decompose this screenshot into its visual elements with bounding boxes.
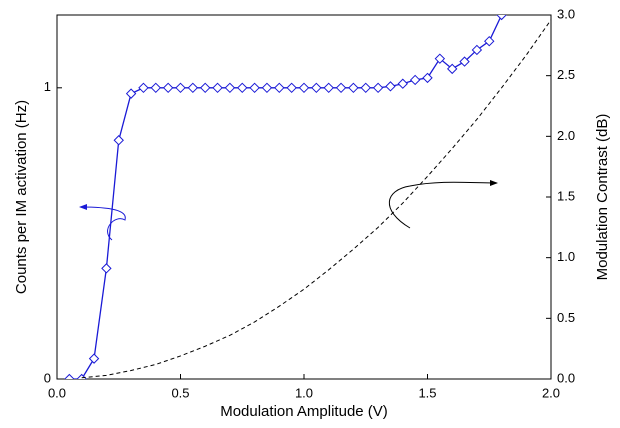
- data-marker: [434, 53, 446, 64]
- data-marker: [274, 82, 285, 94]
- data-marker: [496, 15, 507, 21]
- data-marker: [76, 373, 87, 379]
- left-axis-arrow: [79, 204, 126, 241]
- y-tick-label: 1: [44, 79, 51, 94]
- data-marker: [484, 36, 495, 47]
- data-marker: [224, 82, 236, 94]
- series-line: [69, 15, 503, 379]
- data-marker: [237, 82, 248, 94]
- data-marker: [298, 82, 310, 94]
- data-marker: [323, 82, 334, 94]
- right-axis-arrow: [388, 179, 498, 229]
- series-line: [81, 19, 551, 379]
- data-marker: [88, 353, 100, 364]
- y2-tick-label: 2.0: [557, 128, 575, 143]
- y2-tick-label: 3.0: [557, 6, 575, 21]
- data-marker: [385, 81, 396, 92]
- data-marker: [459, 56, 470, 67]
- data-marker: [286, 82, 297, 94]
- y2-tick-label: 0.5: [557, 310, 575, 325]
- data-marker: [175, 82, 186, 94]
- data-marker: [125, 88, 137, 99]
- data-marker: [261, 82, 273, 94]
- y2-tick-label: 1.0: [557, 249, 575, 264]
- x-tick-label: 1.5: [418, 385, 436, 400]
- x-tick-label: 0.5: [171, 385, 189, 400]
- y-tick-label: 0: [44, 370, 51, 385]
- data-marker: [335, 82, 347, 94]
- y2-axis-title: Modulation Contrast (dB): [594, 114, 611, 281]
- data-marker: [162, 82, 174, 94]
- x-tick-label: 1.0: [295, 385, 313, 400]
- data-marker: [409, 74, 421, 86]
- data-marker: [150, 82, 162, 94]
- data-marker: [199, 82, 211, 94]
- data-marker: [187, 82, 199, 94]
- data-marker: [249, 82, 260, 94]
- data-marker: [446, 63, 458, 75]
- data-marker: [64, 373, 75, 379]
- y2-tick-label: 2.5: [557, 67, 575, 82]
- data-marker: [138, 82, 149, 94]
- data-marker: [397, 78, 409, 89]
- y-axis-title: Counts per IM activation (Hz): [13, 100, 30, 294]
- x-axis-title: Modulation Amplitude (V): [220, 403, 388, 420]
- y2-tick-label: 1.5: [557, 188, 575, 203]
- data-marker: [311, 82, 322, 94]
- data-marker: [422, 72, 433, 84]
- data-marker: [348, 82, 359, 94]
- y2-tick-label: 0.0: [557, 370, 575, 385]
- data-marker: [471, 44, 483, 56]
- data-marker: [372, 82, 384, 94]
- data-marker: [113, 135, 124, 146]
- x-tick-label: 0.0: [48, 385, 66, 400]
- data-marker: [360, 82, 371, 94]
- data-marker: [212, 82, 223, 94]
- data-marker: [101, 263, 112, 274]
- x-tick-label: 2.0: [542, 385, 560, 400]
- plot-frame: [56, 14, 552, 380]
